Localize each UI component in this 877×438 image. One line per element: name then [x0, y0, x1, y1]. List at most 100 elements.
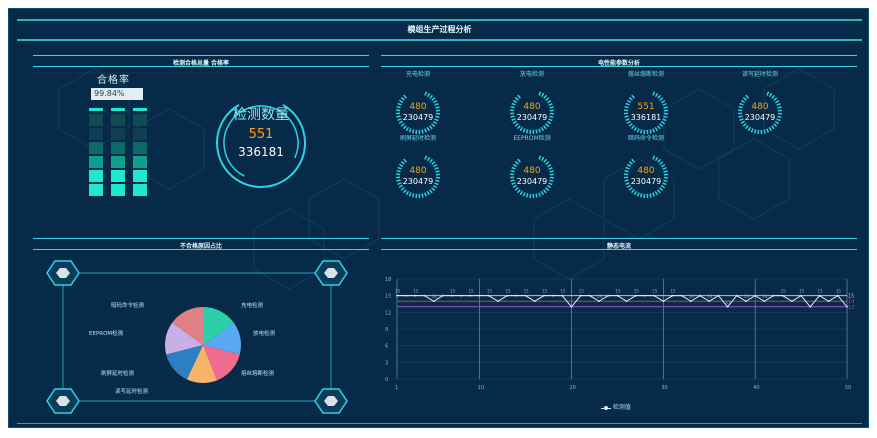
data-label: 14 — [689, 294, 695, 299]
series-point — [515, 294, 518, 297]
static-section-line-2 — [381, 249, 857, 250]
gauge-label: 暗码命令检测 — [627, 135, 664, 142]
gauge-label: 刷屏延时检测 — [399, 135, 436, 142]
series-point — [763, 300, 766, 303]
gauge-dial: 480 230479 — [623, 153, 669, 199]
reference-label: 13 — [848, 305, 854, 311]
page-title: 模组生产过程分析 — [407, 25, 472, 34]
footer-line — [17, 423, 862, 424]
pie-slice — [165, 322, 203, 355]
data-label: 15 — [781, 289, 787, 294]
series-point — [432, 300, 435, 303]
series-point — [506, 294, 509, 297]
series-point — [745, 300, 747, 303]
data-label: 14 — [432, 294, 438, 299]
header-line-top — [17, 19, 862, 21]
series-point — [708, 300, 711, 303]
series-point — [800, 294, 802, 297]
y-tick-label: 12 — [385, 310, 391, 316]
reference-label: 15 — [848, 294, 854, 300]
pie-label: 充电检测 — [241, 303, 264, 309]
pie-slice — [203, 307, 234, 345]
data-label: 15 — [671, 289, 677, 294]
chart-legend: 检测值 — [601, 402, 631, 411]
y-tick-label: 0 — [385, 377, 388, 383]
bar-segment — [133, 128, 147, 140]
pass-rate-fill — [92, 89, 142, 99]
data-label: 14 — [744, 294, 750, 299]
series-point — [552, 294, 555, 297]
data-label: 14 — [707, 294, 713, 299]
x-tick-label: 10 — [478, 385, 484, 391]
series-point — [570, 305, 573, 308]
total-gauge-value: 551 — [248, 127, 274, 142]
series-point — [662, 300, 665, 303]
pie-label: 读写延时检测 — [115, 389, 149, 395]
pie-label: 刷屏延时检测 — [101, 371, 135, 377]
x-tick-label: 20 — [569, 385, 575, 391]
data-label: 15 — [579, 289, 585, 294]
data-label: 15 — [450, 289, 456, 294]
series-point — [469, 294, 472, 297]
gauge-total: 336181 — [630, 113, 662, 122]
data-label: 15 — [487, 289, 493, 294]
series-point — [533, 300, 536, 303]
gauge-total: 230479 — [630, 177, 662, 186]
electrical-section-line-2 — [381, 66, 857, 67]
pass-rate-title: 合格率 — [97, 75, 130, 86]
data-label: 15 — [817, 289, 823, 294]
series-point — [442, 294, 444, 297]
data-label: 15 — [652, 289, 658, 294]
gauge-dial: 551 336181 — [623, 89, 669, 135]
data-label: 15 — [505, 289, 511, 294]
series-point — [487, 294, 490, 297]
gauge-total: 230479 — [402, 177, 434, 186]
y-tick-label: 18 — [385, 277, 391, 283]
series-point — [588, 294, 591, 297]
gauge-dial: 480 230479 — [395, 89, 441, 135]
gauge-label: 放电检测 — [519, 71, 544, 78]
series-point — [836, 294, 839, 297]
pie-label: 暗码命令检测 — [111, 303, 145, 309]
bar-segment — [111, 142, 125, 154]
series-point — [414, 294, 417, 297]
bar-segment — [111, 114, 125, 126]
bar-segment — [133, 156, 147, 168]
pass-section-line-2 — [33, 66, 369, 67]
series-point — [689, 300, 692, 303]
gauge-label: 读写延时检测 — [741, 71, 778, 78]
series-point — [543, 294, 545, 297]
series-point — [625, 300, 628, 303]
bar-segment — [133, 170, 147, 182]
series-point — [460, 294, 463, 297]
data-label: 15 — [634, 289, 640, 294]
data-label: 15 — [615, 289, 621, 294]
series-point — [524, 294, 527, 297]
pie-slice — [172, 307, 203, 345]
bar-segment — [89, 156, 103, 168]
gauge-total: 230479 — [516, 113, 548, 122]
series-point — [781, 294, 784, 297]
data-label: 14 — [597, 294, 603, 299]
series-line — [397, 295, 848, 308]
gauge-total: 230479 — [744, 113, 776, 122]
bar-segment — [89, 142, 103, 154]
gauge-value: 480 — [523, 102, 541, 112]
series-point — [754, 294, 757, 297]
gauge-total: 230479 — [402, 113, 434, 122]
header-line-bottom — [17, 39, 862, 41]
y-tick-label: 6 — [385, 344, 388, 350]
bar-segment — [111, 170, 125, 182]
gauge-dial: 480 230479 — [509, 153, 555, 199]
total-gauge-ring — [216, 98, 306, 188]
bar-segment — [133, 142, 147, 154]
data-label: 15 — [799, 289, 805, 294]
pie-slice — [203, 345, 240, 381]
y-tick-label: 3 — [385, 360, 388, 366]
bar-cap — [89, 108, 103, 111]
bar-segment — [89, 114, 103, 126]
y-tick-label: 9 — [385, 327, 388, 333]
defect-pie-chart — [165, 307, 241, 383]
data-label: 15 — [468, 289, 474, 294]
series-point — [671, 294, 674, 297]
